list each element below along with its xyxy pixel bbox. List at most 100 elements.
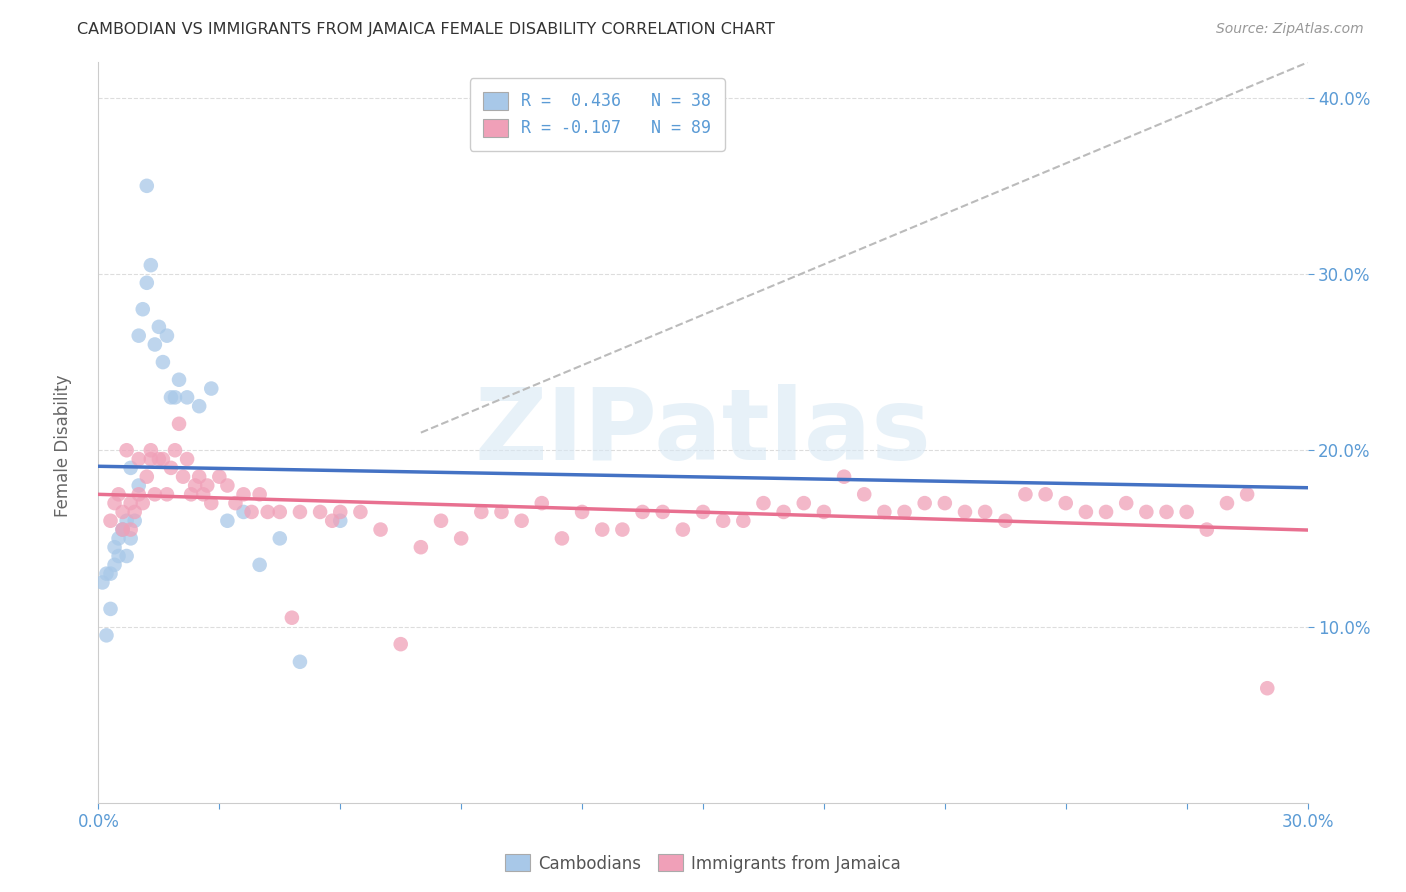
Point [200, 382, 222, 396]
Point [103, 540, 125, 554]
Point [752, 496, 775, 510]
Point [232, 487, 254, 501]
Point [96, 566, 118, 581]
Point [107, 487, 129, 501]
Point [103, 558, 125, 572]
Point [1256, 681, 1278, 696]
Point [269, 532, 291, 546]
Point [672, 523, 695, 537]
Point [91, 575, 114, 590]
Point [128, 487, 150, 501]
Legend: Cambodians, Immigrants from Jamaica: Cambodians, Immigrants from Jamaica [498, 847, 908, 880]
Point [111, 523, 134, 537]
Point [188, 399, 211, 413]
Point [143, 487, 166, 501]
Point [329, 514, 352, 528]
Point [612, 523, 634, 537]
Point [115, 514, 138, 528]
Point [240, 505, 263, 519]
Point [571, 505, 593, 519]
Point [184, 478, 207, 492]
Point [631, 505, 654, 519]
Point [172, 469, 194, 483]
Point [120, 523, 142, 537]
Point [100, 566, 122, 581]
Point [152, 355, 174, 369]
Point [530, 496, 553, 510]
Point [1054, 496, 1077, 510]
Point [288, 655, 311, 669]
Point [176, 452, 198, 467]
Point [135, 276, 157, 290]
Point [208, 469, 231, 483]
Point [120, 532, 142, 546]
Point [813, 505, 835, 519]
Point [100, 514, 122, 528]
Point [1135, 505, 1157, 519]
Point [107, 549, 129, 563]
Point [1035, 487, 1057, 501]
Point [124, 514, 146, 528]
Point [139, 443, 162, 458]
Point [1175, 505, 1198, 519]
Point [132, 302, 155, 317]
Legend: R =  0.436   N = 38, R = -0.107   N = 89: R = 0.436 N = 38, R = -0.107 N = 89 [470, 78, 724, 151]
Point [188, 469, 211, 483]
Point [103, 496, 125, 510]
Point [135, 469, 157, 483]
Point [107, 532, 129, 546]
Point [120, 461, 142, 475]
Point [370, 523, 392, 537]
Point [510, 514, 533, 528]
Point [1014, 487, 1036, 501]
Text: CAMBODIAN VS IMMIGRANTS FROM JAMAICA FEMALE DISABILITY CORRELATION CHART: CAMBODIAN VS IMMIGRANTS FROM JAMAICA FEM… [77, 22, 775, 37]
Point [143, 337, 166, 351]
Point [1095, 505, 1118, 519]
Point [217, 478, 239, 492]
Point [163, 443, 186, 458]
Point [651, 505, 673, 519]
Point [115, 549, 138, 563]
Point [128, 478, 150, 492]
Point [224, 496, 246, 510]
Point [139, 258, 162, 272]
Point [1216, 496, 1239, 510]
Point [349, 505, 371, 519]
Point [135, 178, 157, 193]
Point [551, 532, 574, 546]
Point [853, 487, 876, 501]
Point [893, 505, 915, 519]
Point [269, 505, 291, 519]
Point [309, 505, 332, 519]
Point [128, 328, 150, 343]
Point [176, 390, 198, 404]
Point [450, 532, 472, 546]
Point [132, 496, 155, 510]
Point [281, 610, 304, 624]
Point [953, 505, 976, 519]
Point [772, 505, 794, 519]
Point [124, 505, 146, 519]
Text: Source: ZipAtlas.com: Source: ZipAtlas.com [1216, 22, 1364, 37]
Point [409, 540, 432, 554]
Point [195, 478, 218, 492]
Point [249, 558, 271, 572]
Point [832, 469, 855, 483]
Point [160, 461, 183, 475]
Point [994, 514, 1017, 528]
Point [96, 628, 118, 642]
Point [329, 505, 352, 519]
Point [100, 602, 122, 616]
Point [167, 373, 190, 387]
Point [1074, 505, 1097, 519]
Point [148, 319, 170, 334]
Point [389, 637, 412, 651]
Point [111, 523, 134, 537]
Point [491, 505, 513, 519]
Point [430, 514, 453, 528]
Point [160, 390, 183, 404]
Point [128, 452, 150, 467]
Point [692, 505, 714, 519]
Point [115, 443, 138, 458]
Point [733, 514, 755, 528]
